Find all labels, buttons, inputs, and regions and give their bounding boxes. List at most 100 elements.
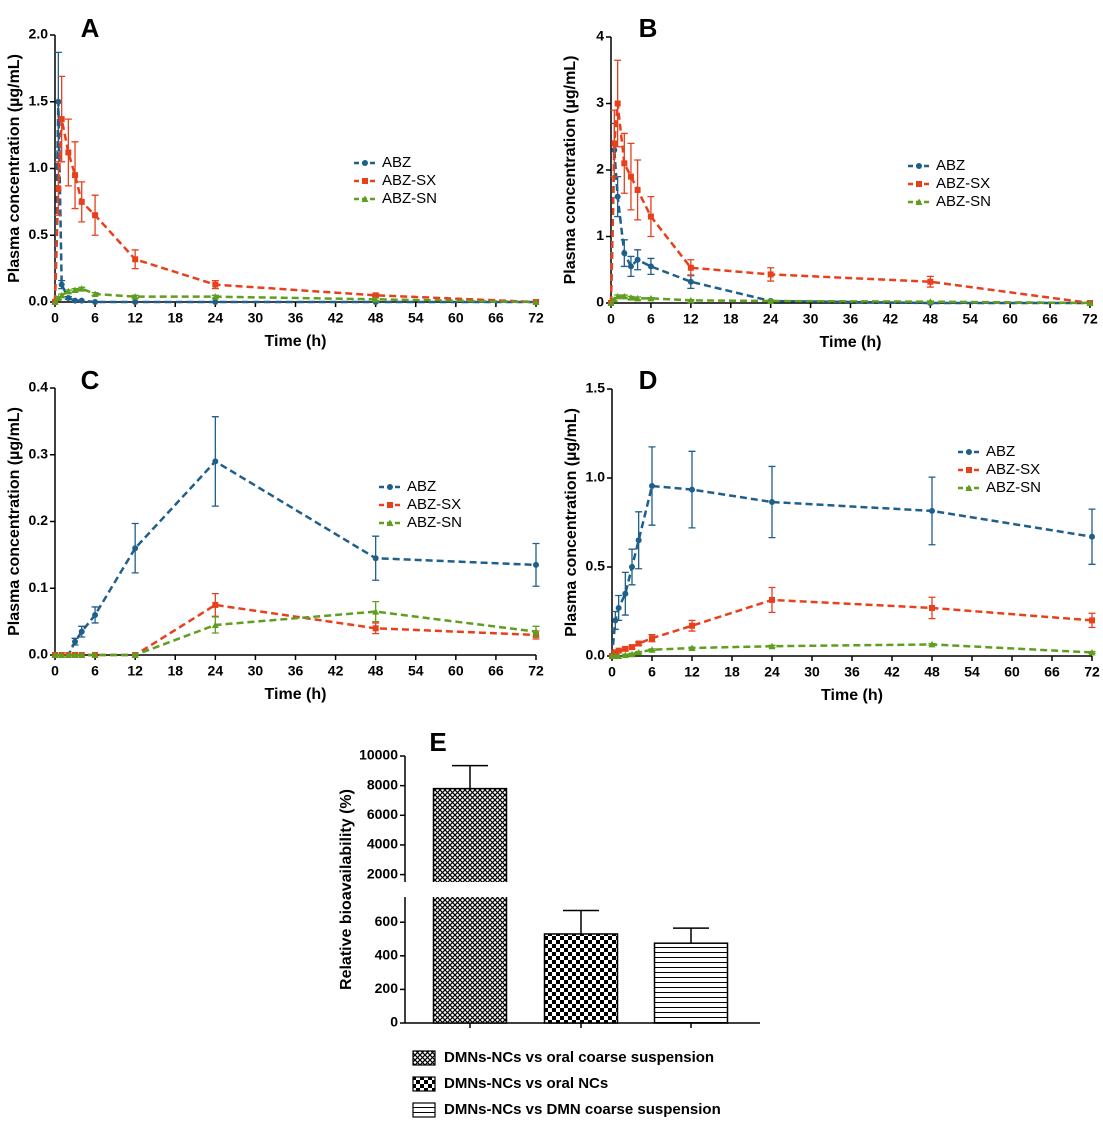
marker xyxy=(634,186,641,193)
marker xyxy=(71,286,79,293)
y-axis-label: Plasma concentration (µg/mL) xyxy=(6,54,23,283)
y-tick-label: 0.2 xyxy=(29,512,49,528)
axis-break-gap xyxy=(431,882,509,897)
legend-label: ABZ xyxy=(382,154,411,171)
marker xyxy=(611,140,618,147)
x-tick-label: 54 xyxy=(408,663,424,679)
marker xyxy=(212,299,219,305)
marker xyxy=(91,651,99,658)
marker xyxy=(628,650,636,658)
y-tick-label: 0.0 xyxy=(29,646,49,662)
marker xyxy=(1086,299,1094,306)
marker xyxy=(635,537,642,544)
legend-label: ABZ-SN xyxy=(936,193,991,210)
marker xyxy=(769,596,775,603)
x-tick-label: 48 xyxy=(368,310,384,326)
marker xyxy=(927,278,934,285)
legend-marker xyxy=(966,467,972,473)
marker xyxy=(212,601,219,608)
y-axis-label: Plasma concentration (µg/mL) xyxy=(562,56,579,285)
marker xyxy=(58,651,66,658)
marker xyxy=(132,299,139,305)
x-axis-label: Time (h) xyxy=(265,333,327,350)
marker xyxy=(78,651,86,658)
series-line xyxy=(53,101,536,304)
legend-label: ABZ-SN xyxy=(407,514,462,531)
marker xyxy=(615,647,622,654)
marker xyxy=(78,198,85,205)
legend-marker xyxy=(916,163,922,169)
x-tick-label: 30 xyxy=(248,310,264,326)
y-tick-label: 3 xyxy=(596,94,604,110)
legend-label: ABZ-SX xyxy=(936,175,990,192)
marker xyxy=(72,297,79,304)
x-tick-label: 18 xyxy=(723,311,739,327)
x-tick-label: 36 xyxy=(288,663,304,679)
y-tick-label: 0 xyxy=(596,294,604,310)
x-tick-label: 48 xyxy=(368,663,384,679)
marker xyxy=(607,299,615,306)
marker xyxy=(614,193,621,200)
x-tick-label: 42 xyxy=(883,311,899,327)
marker xyxy=(65,294,72,301)
y-tick-label: 6000 xyxy=(367,806,398,822)
series-line xyxy=(55,459,537,657)
x-tick-label: 66 xyxy=(1042,311,1058,327)
y-tick-label: 8000 xyxy=(367,776,398,792)
series-line xyxy=(55,610,537,657)
series-line xyxy=(610,484,1093,657)
marker xyxy=(615,604,622,611)
x-tick-label: 30 xyxy=(804,664,820,680)
marker xyxy=(687,296,695,304)
legend-swatch xyxy=(412,1050,436,1066)
bar xyxy=(543,933,619,1024)
marker xyxy=(689,622,695,629)
marker xyxy=(131,651,139,658)
x-tick-label: 12 xyxy=(684,664,700,680)
x-axis-label: Time (h) xyxy=(265,686,327,703)
legend-label: ABZ-SX xyxy=(407,496,461,513)
panel-title: E xyxy=(429,727,446,757)
legend-marker xyxy=(966,449,972,455)
marker xyxy=(767,297,775,305)
marker xyxy=(627,294,635,301)
x-tick-label: 42 xyxy=(328,663,344,679)
x-tick-label: 30 xyxy=(803,311,819,327)
marker xyxy=(372,292,379,299)
marker xyxy=(620,292,628,300)
series-line xyxy=(53,118,537,304)
marker xyxy=(622,590,629,597)
x-tick-label: 18 xyxy=(167,663,183,679)
marker xyxy=(767,271,774,278)
marker xyxy=(64,287,72,295)
x-tick-label: 0 xyxy=(51,663,59,679)
series-line xyxy=(55,603,537,657)
y-axis-label: Plasma concentration (µg/mL) xyxy=(563,408,580,637)
legend-label: ABZ xyxy=(407,478,436,495)
x-axis-label: Time (h) xyxy=(821,687,883,704)
x-tick-label: 30 xyxy=(248,663,264,679)
marker xyxy=(614,292,622,300)
marker xyxy=(649,483,655,490)
x-tick-label: 36 xyxy=(288,310,304,326)
marker xyxy=(64,651,72,658)
y-tick-label: 1.0 xyxy=(29,159,49,175)
y-tick-label: 2.0 xyxy=(29,26,49,42)
x-tick-label: 60 xyxy=(448,310,464,326)
legend-marker xyxy=(915,198,923,205)
bar xyxy=(432,787,508,1024)
marker xyxy=(55,185,62,192)
marker xyxy=(132,545,139,552)
marker xyxy=(621,651,629,659)
marker xyxy=(533,561,539,568)
x-tick-label: 24 xyxy=(208,663,224,679)
x-tick-label: 54 xyxy=(962,311,978,327)
marker xyxy=(212,458,219,465)
x-axis-label: Time (h) xyxy=(820,334,882,351)
y-tick-label: 4 xyxy=(596,28,604,44)
y-tick-label: 0.5 xyxy=(29,226,49,242)
marker xyxy=(688,644,696,651)
marker xyxy=(648,646,656,653)
marker xyxy=(649,635,655,642)
